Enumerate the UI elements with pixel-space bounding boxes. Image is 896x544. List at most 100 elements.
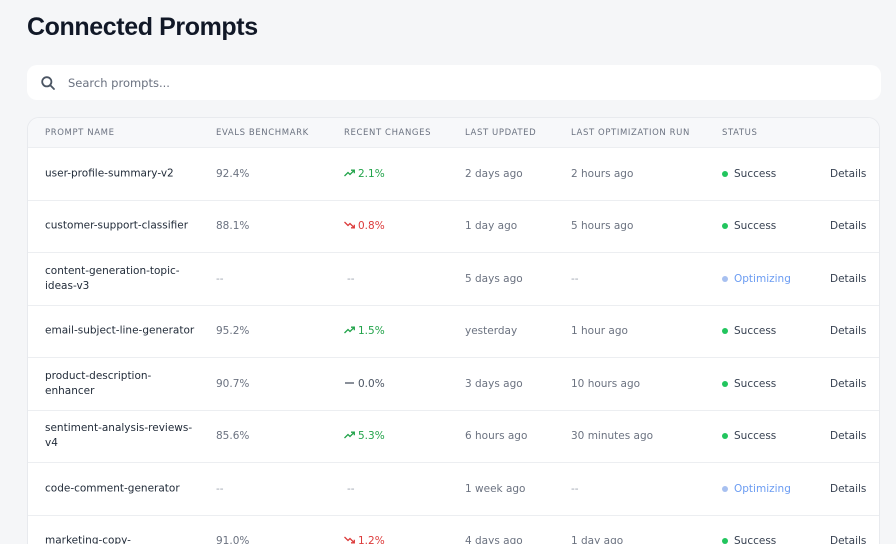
last-updated: 1 week ago xyxy=(465,482,526,495)
recent-change: -- xyxy=(344,273,355,285)
last-updated: 1 day ago xyxy=(465,220,518,233)
trending-down-icon xyxy=(344,220,355,232)
table-row[interactable]: content-generation-topic-ideas-v3 -- -- … xyxy=(28,253,879,306)
column-header-last-optimization-run[interactable]: Last Optimization Run xyxy=(571,128,690,138)
table-row[interactable]: sentiment-analysis-reviews-v4 85.6% 5.3%… xyxy=(28,411,879,463)
prompt-name[interactable]: user-profile-summary-v2 xyxy=(45,167,174,180)
details-link[interactable]: Details xyxy=(830,535,867,544)
status-badge: Optimizing xyxy=(722,273,791,285)
status-dot-icon xyxy=(722,223,728,230)
status-dot-icon xyxy=(722,275,728,282)
column-header-last-updated[interactable]: Last Updated xyxy=(465,128,537,138)
prompt-name[interactable]: content-generation-topic-ideas-v3 xyxy=(45,264,180,292)
trending-down-icon xyxy=(344,535,355,544)
details-link[interactable]: Details xyxy=(830,482,867,495)
last-updated: 6 hours ago xyxy=(465,430,528,443)
search-bar[interactable] xyxy=(27,65,881,100)
last-optimization-run: 1 day ago xyxy=(571,535,624,544)
recent-change: 5.3% xyxy=(344,430,385,442)
last-updated: 2 days ago xyxy=(465,167,523,180)
minus-icon xyxy=(344,378,355,390)
status-label: Success xyxy=(734,535,777,544)
status-dot-icon xyxy=(722,170,728,177)
last-optimization-run: -- xyxy=(571,482,579,495)
table-row[interactable]: customer-support-classifier 88.1% 0.8% 1… xyxy=(28,201,879,253)
status-badge: Success xyxy=(722,220,776,232)
column-header-recent-changes[interactable]: Recent Changes xyxy=(344,128,432,138)
search-icon xyxy=(40,75,56,91)
status-dot-icon xyxy=(722,328,728,335)
status-dot-icon xyxy=(722,485,728,492)
last-optimization-run: -- xyxy=(571,272,579,285)
prompt-name[interactable]: customer-support-classifier xyxy=(45,219,189,232)
status-label: Optimizing xyxy=(734,272,791,285)
status-dot-icon xyxy=(722,433,728,440)
status-label: Success xyxy=(734,377,777,390)
prompt-name[interactable]: code-comment-generator xyxy=(45,482,180,495)
prompt-name[interactable]: sentiment-analysis-reviews-v4 xyxy=(45,422,193,450)
recent-change-value: 2.1% xyxy=(358,167,385,180)
details-link[interactable]: Details xyxy=(830,430,867,443)
last-updated: 5 days ago xyxy=(465,272,523,285)
trending-up-icon xyxy=(344,325,355,337)
evals-benchmark: 92.4% xyxy=(216,167,250,180)
trending-up-icon xyxy=(344,168,355,180)
prompt-name[interactable]: email-subject-line-generator xyxy=(45,324,195,337)
table-body: user-profile-summary-v2 92.4% 2.1% 2 day… xyxy=(28,148,879,544)
details-link[interactable]: Details xyxy=(830,377,867,390)
details-link[interactable]: Details xyxy=(830,325,867,338)
evals-benchmark: -- xyxy=(216,482,224,495)
recent-change-value: 5.3% xyxy=(358,430,385,443)
last-optimization-run: 1 hour ago xyxy=(571,325,628,338)
details-link[interactable]: Details xyxy=(830,220,867,233)
last-optimization-run: 30 minutes ago xyxy=(571,430,654,443)
status-badge: Optimizing xyxy=(722,483,791,495)
details-link[interactable]: Details xyxy=(830,167,867,180)
table-row[interactable]: product-description-enhancer 90.7% 0.0% … xyxy=(28,358,879,411)
status-dot-icon xyxy=(722,538,728,544)
evals-benchmark: -- xyxy=(216,272,224,285)
evals-benchmark: 90.7% xyxy=(216,377,250,390)
recent-change: 2.1% xyxy=(344,168,385,180)
search-input[interactable] xyxy=(68,75,828,90)
recent-change: 0.8% xyxy=(344,220,385,232)
last-updated: 3 days ago xyxy=(465,377,523,390)
last-updated: 4 days ago xyxy=(465,535,523,544)
status-badge: Success xyxy=(722,168,776,180)
evals-benchmark: 91.0% xyxy=(216,535,250,544)
last-optimization-run: 5 hours ago xyxy=(571,220,634,233)
status-badge: Success xyxy=(722,430,776,442)
status-label: Success xyxy=(734,220,777,233)
recent-change: 0.0% xyxy=(344,378,385,390)
status-label: Optimizing xyxy=(734,482,791,495)
status-badge: Success xyxy=(722,325,776,337)
recent-change-value: -- xyxy=(347,272,355,285)
recent-change-value: 0.0% xyxy=(358,377,385,390)
table-header: Prompt Name Evals Benchmark Recent Chang… xyxy=(28,118,879,148)
recent-change-value: -- xyxy=(347,482,355,495)
prompt-name[interactable]: product-description-enhancer xyxy=(45,369,152,397)
prompt-name[interactable]: marketing-copy- xyxy=(45,534,131,544)
column-header-prompt-name[interactable]: Prompt Name xyxy=(45,128,115,138)
table-row[interactable]: marketing-copy- 91.0% 1.2% 4 days ago 1 … xyxy=(28,516,879,544)
table-row[interactable]: user-profile-summary-v2 92.4% 2.1% 2 day… xyxy=(28,148,879,201)
column-header-status[interactable]: Status xyxy=(722,128,758,138)
recent-change: 1.2% xyxy=(344,535,385,544)
page-title: Connected Prompts xyxy=(27,13,258,41)
table-row[interactable]: email-subject-line-generator 95.2% 1.5% … xyxy=(28,306,879,358)
column-header-evals-benchmark[interactable]: Evals Benchmark xyxy=(216,128,309,138)
table-row[interactable]: code-comment-generator -- -- 1 week ago … xyxy=(28,463,879,516)
recent-change: -- xyxy=(344,483,355,495)
last-updated: yesterday xyxy=(465,325,518,338)
status-label: Success xyxy=(734,167,777,180)
evals-benchmark: 95.2% xyxy=(216,325,250,338)
recent-change-value: 0.8% xyxy=(358,220,385,233)
status-label: Success xyxy=(734,430,777,443)
status-badge: Success xyxy=(722,378,776,390)
evals-benchmark: 85.6% xyxy=(216,430,250,443)
recent-change: 1.5% xyxy=(344,325,385,337)
status-dot-icon xyxy=(722,380,728,387)
details-link[interactable]: Details xyxy=(830,272,867,285)
last-optimization-run: 2 hours ago xyxy=(571,167,634,180)
prompts-table: Prompt Name Evals Benchmark Recent Chang… xyxy=(27,117,880,544)
